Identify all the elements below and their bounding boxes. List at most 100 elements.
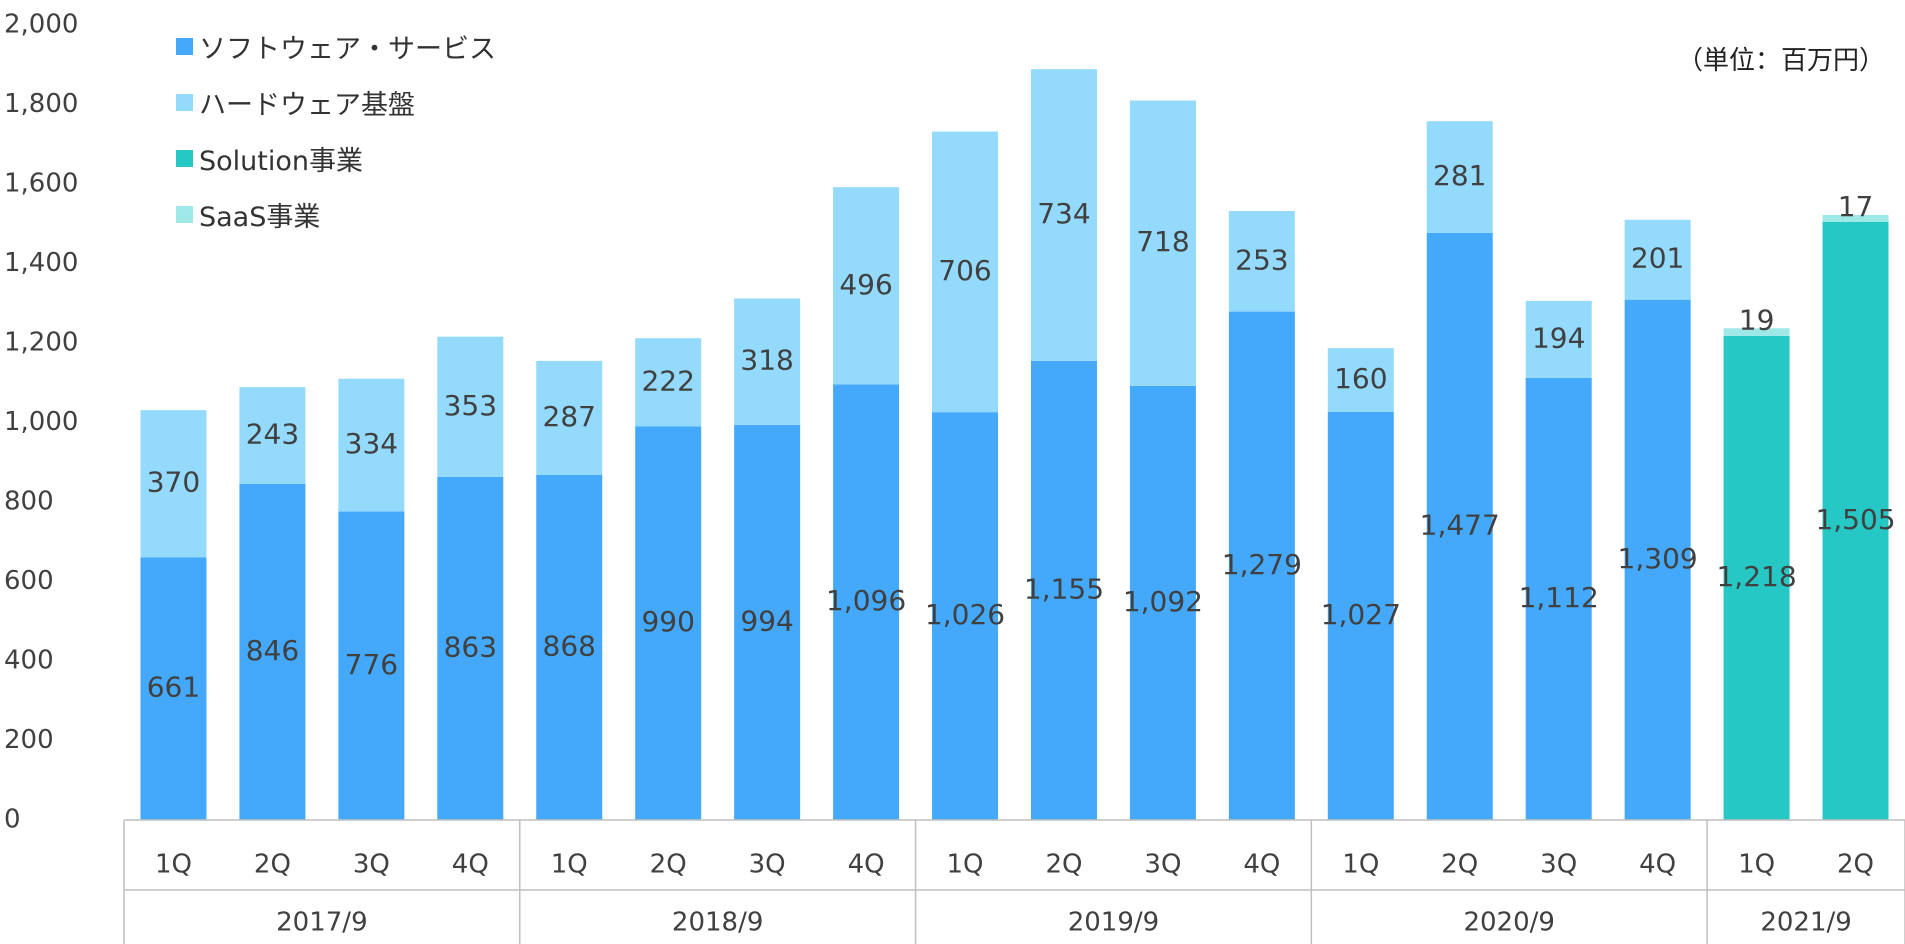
data-label: 1,027 xyxy=(1321,598,1401,631)
legend-swatch-solution xyxy=(176,149,193,167)
data-label: 318 xyxy=(740,344,793,377)
legend-label-saas: SaaS事業 xyxy=(199,201,321,233)
y-tick-label: 1,800 xyxy=(4,89,78,119)
bar-segment xyxy=(1228,211,1295,312)
bar-segment xyxy=(833,384,900,820)
x-tick-label: 3Q xyxy=(353,850,390,880)
y-tick-label: 0 xyxy=(4,805,21,835)
data-label: 222 xyxy=(641,364,694,397)
data-label: 776 xyxy=(345,648,398,681)
data-label: 994 xyxy=(740,604,793,637)
data-label: 496 xyxy=(839,268,892,301)
data-label: 1,477 xyxy=(1420,508,1500,541)
data-label: 1,218 xyxy=(1716,560,1796,593)
data-label: 718 xyxy=(1136,225,1189,258)
bar-segment xyxy=(734,298,801,425)
year-group-label: 2019/9 xyxy=(1068,908,1159,938)
data-label: 990 xyxy=(641,605,694,638)
bar-segment xyxy=(1624,299,1691,820)
bar-segment xyxy=(1723,328,1790,336)
y-tick-label: 2,000 xyxy=(4,10,78,40)
bar-segment xyxy=(437,476,504,820)
data-label: 281 xyxy=(1433,159,1486,192)
bar-segment xyxy=(140,410,207,558)
legend-label-software: ソフトウェア・サービス xyxy=(199,33,496,65)
legend-swatch-saas xyxy=(176,205,193,223)
y-tick-label: 1,000 xyxy=(4,407,78,437)
legend-item-saas: SaaS事業 xyxy=(176,186,496,242)
x-tick-label: 1Q xyxy=(1342,850,1379,880)
data-label: 334 xyxy=(345,427,398,460)
bar-segment xyxy=(1525,300,1592,378)
x-tick-label: 2Q xyxy=(1441,850,1478,880)
y-tick-label: 1,200 xyxy=(4,328,78,358)
bar-segment xyxy=(536,360,603,475)
data-label: 661 xyxy=(147,671,200,704)
legend-item-solution: Solution事業 xyxy=(176,130,496,186)
data-label: 1,092 xyxy=(1123,585,1203,618)
data-label: 1,505 xyxy=(1815,503,1895,536)
year-group-label: 2021/9 xyxy=(1760,908,1851,938)
x-tick-label: 4Q xyxy=(848,850,885,880)
data-label: 734 xyxy=(1037,197,1090,230)
bar-segment xyxy=(239,387,306,484)
data-label: 160 xyxy=(1334,362,1387,395)
data-label: 194 xyxy=(1532,321,1585,354)
legend: ソフトウェア・サービス ハードウェア基盤 Solution事業 SaaS事業 xyxy=(176,18,496,242)
unit-label: （単位：百万円） xyxy=(1676,46,1885,76)
x-tick-label: 1Q xyxy=(155,850,192,880)
legend-swatch-software xyxy=(176,37,193,55)
x-tick-label: 2Q xyxy=(650,850,687,880)
bar-segment xyxy=(1525,377,1592,820)
data-label: 846 xyxy=(246,634,299,667)
data-label: 1,026 xyxy=(925,598,1005,631)
bar-segment xyxy=(1327,411,1394,820)
legend-label-hardware: ハードウェア基盤 xyxy=(199,89,415,121)
data-label: 1,279 xyxy=(1222,548,1302,581)
x-tick-label: 4Q xyxy=(1243,850,1280,880)
data-label: 706 xyxy=(938,254,991,287)
bar-segment xyxy=(635,338,702,427)
bar-segment xyxy=(1129,385,1196,820)
x-tick-label: 2Q xyxy=(1837,850,1874,880)
bar-segment xyxy=(1327,348,1394,412)
legend-label-solution: Solution事業 xyxy=(199,145,363,177)
bar-segment xyxy=(1129,100,1196,386)
data-label: 353 xyxy=(444,389,497,422)
y-tick-label: 400 xyxy=(4,646,54,676)
x-tick-label: 1Q xyxy=(947,850,984,880)
bar-segment xyxy=(338,378,405,512)
bar-segment xyxy=(1822,215,1889,222)
y-tick-label: 800 xyxy=(4,487,54,517)
data-label: 253 xyxy=(1235,243,1288,276)
bar-segment xyxy=(1426,121,1493,233)
bar-segment xyxy=(1426,232,1493,820)
y-tick-label: 600 xyxy=(4,566,54,596)
year-group-label: 2017/9 xyxy=(276,908,367,938)
bar-segment xyxy=(635,426,702,820)
y-tick-label: 1,600 xyxy=(4,169,78,199)
bar-segment xyxy=(1228,311,1295,820)
data-label: 201 xyxy=(1631,242,1684,275)
bar-segment xyxy=(1624,219,1691,300)
x-tick-label: 2Q xyxy=(254,850,291,880)
x-tick-label: 4Q xyxy=(1639,850,1676,880)
bar-segment xyxy=(1030,69,1097,361)
bar-segment xyxy=(1030,360,1097,820)
data-label: 1,096 xyxy=(826,584,906,617)
data-label: 370 xyxy=(147,466,200,499)
data-label: 1,112 xyxy=(1519,581,1599,614)
x-tick-label: 2Q xyxy=(1045,850,1082,880)
bar-segment xyxy=(239,483,306,820)
bar-segment xyxy=(338,511,405,820)
bar-segment xyxy=(734,424,801,820)
data-label: 17 xyxy=(1838,190,1874,223)
x-tick-label: 3Q xyxy=(1144,850,1181,880)
data-label: 1,155 xyxy=(1024,572,1104,605)
year-group-label: 2020/9 xyxy=(1463,908,1554,938)
bar-segment xyxy=(140,557,207,820)
data-label: 243 xyxy=(246,417,299,450)
data-label: 1,309 xyxy=(1618,542,1698,575)
bar-segment xyxy=(437,336,504,477)
